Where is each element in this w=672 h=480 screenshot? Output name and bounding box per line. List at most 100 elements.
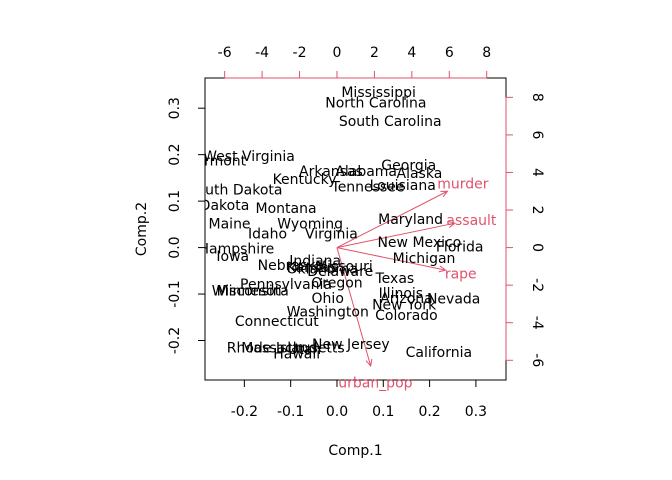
- y-tick-label: -0.2: [167, 327, 183, 354]
- point-label-mississippi: Mississippi: [341, 85, 416, 101]
- y-tick-label: 0.3: [167, 97, 183, 119]
- point-label-idaho: Idaho: [248, 227, 287, 243]
- bottom-axis: -0.2 -0.1 0.0 0.1 0.2 0.3: [231, 379, 487, 420]
- top-tick-label: 8: [482, 45, 491, 61]
- y-tick-label: -0.1: [167, 280, 183, 307]
- point-label-california: California: [406, 345, 472, 361]
- top-tick-label: 6: [445, 45, 454, 61]
- point-label-hawaii: Hawaii: [273, 347, 320, 363]
- point-label-pennsylvania: Pennsylvania: [240, 277, 332, 293]
- point-label-alabama: Alabama: [335, 164, 397, 180]
- arrow-head: [438, 265, 447, 273]
- point-label-south-dakota: South Dakota: [188, 183, 283, 199]
- point-label-ohio: Ohio: [312, 291, 344, 307]
- x-tick-label: 0.3: [465, 404, 487, 420]
- loading-label-urban-pop: urban_pop: [338, 375, 412, 391]
- point-label-louisiana: Louisiana: [370, 178, 436, 194]
- y-axis-label: Comp.2: [134, 202, 150, 256]
- point-label-south-carolina: South Carolina: [339, 114, 442, 130]
- point-label-iowa: Iowa: [216, 249, 249, 265]
- top-tick-label: -4: [255, 45, 269, 61]
- loading-arrow-urban-pop: [336, 247, 372, 367]
- point-label-maine: Maine: [209, 216, 251, 232]
- point-label-west-virginia: West Virginia: [203, 149, 295, 165]
- loading-label-murder: murder: [437, 176, 489, 192]
- point-label-virginia: Virginia: [305, 227, 358, 243]
- point-label-vermont: Vermont: [187, 154, 247, 170]
- loading-label-rape: rape: [445, 266, 477, 282]
- right-tick-label: 6: [529, 130, 545, 139]
- point-label-connecticut: Connecticut: [235, 314, 319, 330]
- loading-arrow-assault: [336, 222, 455, 249]
- point-label-new-jersey: New Jersey: [312, 337, 390, 353]
- point-label-kentucky: Kentucky: [273, 172, 337, 188]
- point-label-delaware: Delaware: [307, 264, 373, 280]
- x-tick-label: 0.2: [418, 404, 440, 420]
- point-label-utah: Utah: [288, 342, 321, 358]
- point-label-nevada: Nevada: [427, 292, 480, 308]
- point-label-new-hampshire: New Hampshire: [164, 242, 275, 258]
- arrow-head: [440, 190, 449, 198]
- top-axis: -6 -4 -2 0 2 4 6 8: [218, 45, 491, 79]
- right-tick-label: 4: [529, 168, 545, 177]
- point-label-indiana: Indiana: [289, 254, 341, 270]
- point-label-minnesota: Minnesota: [217, 283, 289, 299]
- point-label-new-mexico: New Mexico: [377, 235, 461, 251]
- point-label-florida: Florida: [436, 240, 484, 256]
- point-label-georgia: Georgia: [381, 158, 436, 174]
- point-label-wyoming: Wyoming: [277, 216, 343, 232]
- point-label-massachusetts: Massachusetts: [241, 340, 344, 356]
- right-tick-label: -6: [529, 353, 545, 367]
- point-label-oklahoma: Oklahoma: [287, 261, 358, 277]
- y-tick-label: 0.1: [167, 190, 183, 212]
- right-tick-label: 8: [529, 93, 545, 102]
- point-label-illinois: Illinois: [379, 286, 423, 302]
- point-label-washington: Washington: [287, 305, 369, 321]
- right-tick-label: 0: [529, 243, 545, 252]
- top-tick-label: 0: [333, 45, 342, 61]
- point-label-maryland: Maryland: [378, 212, 443, 228]
- point-label-colorado: Colorado: [375, 308, 438, 324]
- x-tick-label: 0.1: [372, 404, 394, 420]
- loading-arrow-rape: [336, 247, 446, 271]
- point-label-michigan: Michigan: [393, 251, 456, 267]
- right-axis: -6 -4 -2 0 2 4 6 8: [505, 93, 545, 367]
- y-tick-label: 0.0: [167, 236, 183, 258]
- arrow-head: [447, 220, 457, 228]
- x-axis-label: Comp.1: [328, 443, 382, 459]
- point-label-wisconsin: Wisconsin: [212, 283, 282, 299]
- point-label-arizona: Arizona: [380, 291, 433, 307]
- x-tick-label: -0.2: [231, 404, 258, 420]
- loading-label-assault: assault: [446, 213, 497, 229]
- top-tick-label: -2: [293, 45, 307, 61]
- loading-arrows: [336, 190, 457, 368]
- point-label-nebraska: Nebraska: [258, 258, 324, 274]
- loading-arrow-murder: [336, 190, 448, 249]
- right-tick-label: -4: [529, 316, 545, 330]
- x-tick-label: 0.0: [326, 404, 348, 420]
- top-tick-label: -6: [218, 45, 232, 61]
- point-label-north-carolina: North Carolina: [325, 96, 426, 112]
- point-label-alaska: Alaska: [397, 166, 443, 182]
- arrow-head: [365, 358, 373, 368]
- top-tick-label: 2: [370, 45, 379, 61]
- left-axis: -0.2 -0.1 0.0 0.1 0.2 0.3: [167, 97, 206, 354]
- right-tick-label: -2: [529, 278, 545, 292]
- point-label-rhode-island: Rhode Island: [227, 340, 318, 356]
- x-tick-label: -0.1: [277, 404, 304, 420]
- point-label-new-york: New York: [372, 297, 437, 313]
- point-label-north-dakota: North Dakota: [156, 198, 249, 214]
- point-label-kansas: Kansas: [287, 260, 337, 276]
- point-label-arkansas: Arkansas: [299, 164, 363, 180]
- point-label-montana: Montana: [256, 201, 317, 217]
- point-label-oregon: Oregon: [311, 275, 362, 291]
- point-label-tennessee: Tennessee: [331, 179, 405, 195]
- point-label-missouri: Missouri: [315, 259, 373, 275]
- point-label-texas: Texas: [375, 271, 415, 287]
- top-tick-label: 4: [407, 45, 416, 61]
- y-tick-label: 0.2: [167, 144, 183, 166]
- right-tick-label: 2: [529, 206, 545, 215]
- loading-labels: murder assault rape urban_pop: [338, 176, 497, 391]
